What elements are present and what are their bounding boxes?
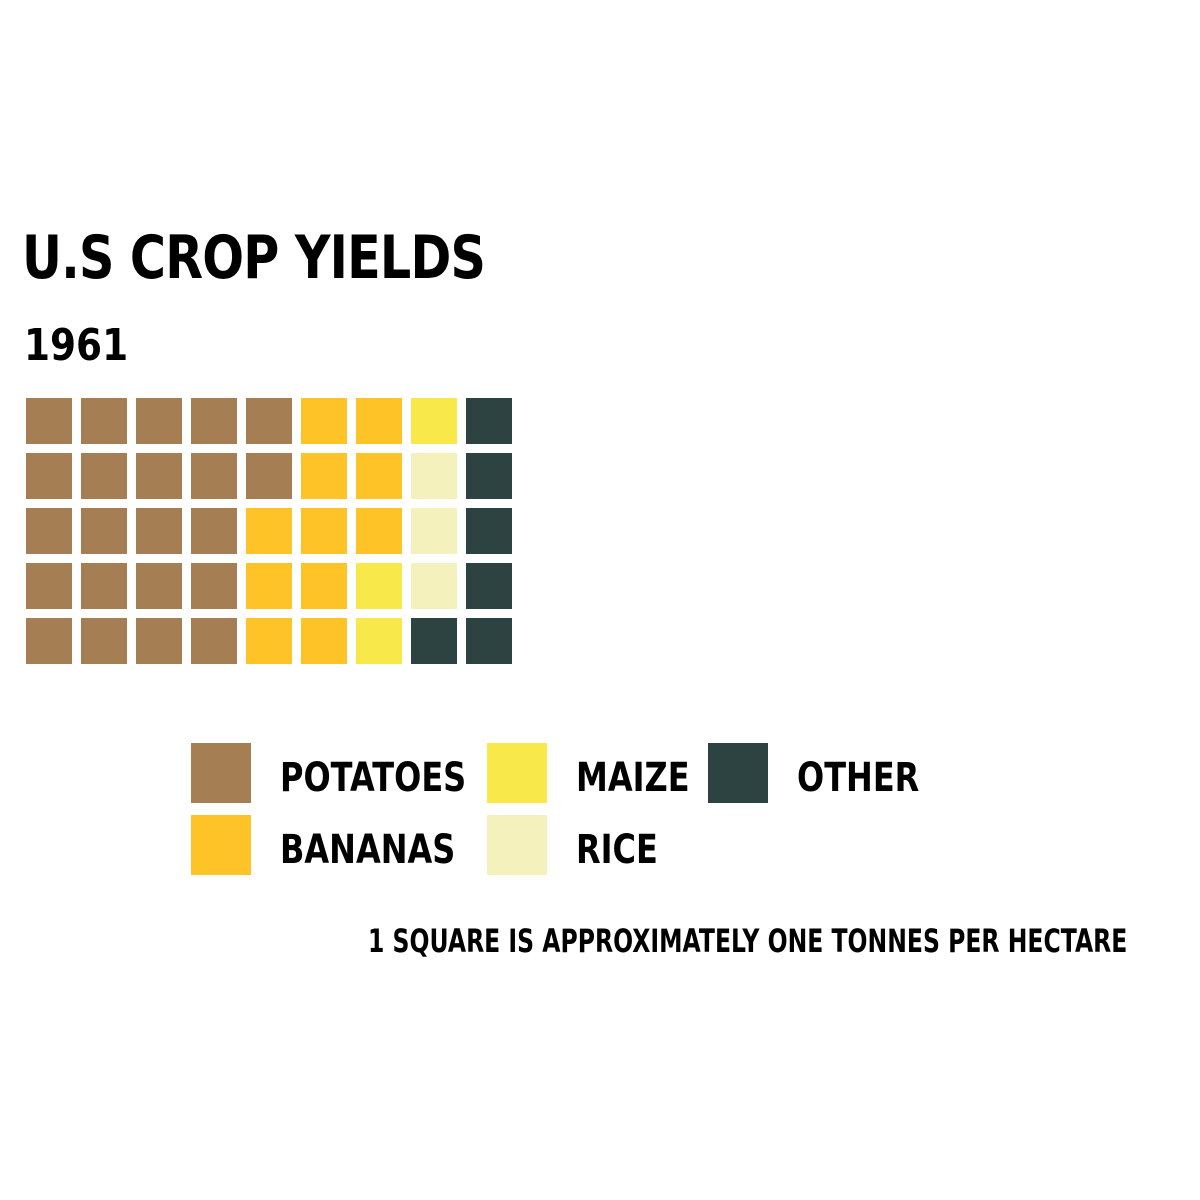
waffle-square-potatoes-5 <box>26 618 72 664</box>
waffle-square-bananas-23 <box>246 508 292 554</box>
waffle-square-potatoes-9 <box>81 563 127 609</box>
waffle-square-potatoes-8 <box>81 508 127 554</box>
chart-subtitle: 1961 <box>24 320 129 371</box>
waffle-square-potatoes-7 <box>81 453 127 499</box>
waffle-square-other-44 <box>466 563 512 609</box>
chart-caption: 1 SQUARE IS APPROXIMATELY ONE TONNES PER… <box>368 922 1128 960</box>
waffle-square-rice-37 <box>411 453 457 499</box>
waffle-square-potatoes-17 <box>191 453 237 499</box>
waffle-square-potatoes-14 <box>136 563 182 609</box>
waffle-square-potatoes-21 <box>246 398 292 444</box>
waffle-square-other-43 <box>466 508 512 554</box>
waffle-square-rice-39 <box>411 563 457 609</box>
legend-label-bananas: BANANAS <box>280 827 456 873</box>
waffle-square-maize-35 <box>356 618 402 664</box>
waffle-square-potatoes-1 <box>26 398 72 444</box>
waffle-square-rice-38 <box>411 508 457 554</box>
waffle-square-potatoes-19 <box>191 563 237 609</box>
waffle-square-bananas-26 <box>301 398 347 444</box>
waffle-square-bananas-27 <box>301 453 347 499</box>
legend-label-other: OTHER <box>797 755 920 801</box>
waffle-square-bananas-31 <box>356 398 402 444</box>
waffle-square-bananas-32 <box>356 453 402 499</box>
legend-swatch-bananas <box>191 815 251 875</box>
waffle-square-other-41 <box>466 398 512 444</box>
legend-label-rice: RICE <box>576 827 658 873</box>
legend-swatch-rice <box>487 815 547 875</box>
chart-title: U.S CROP YIELDS <box>22 223 486 293</box>
legend-label-potatoes: POTATOES <box>280 755 467 801</box>
waffle-square-potatoes-16 <box>191 398 237 444</box>
waffle-square-potatoes-4 <box>26 563 72 609</box>
waffle-square-potatoes-20 <box>191 618 237 664</box>
waffle-square-potatoes-13 <box>136 508 182 554</box>
waffle-square-bananas-29 <box>301 563 347 609</box>
waffle-square-potatoes-3 <box>26 508 72 554</box>
waffle-square-maize-34 <box>356 563 402 609</box>
legend-swatch-other <box>708 743 768 803</box>
waffle-chart <box>26 398 512 664</box>
waffle-square-other-40 <box>411 618 457 664</box>
waffle-square-potatoes-22 <box>246 453 292 499</box>
legend-label-maize: MAIZE <box>576 755 690 801</box>
waffle-square-potatoes-11 <box>136 398 182 444</box>
waffle-square-other-42 <box>466 453 512 499</box>
waffle-square-bananas-28 <box>301 508 347 554</box>
legend-swatch-potatoes <box>191 743 251 803</box>
waffle-square-potatoes-2 <box>26 453 72 499</box>
waffle-square-bananas-30 <box>301 618 347 664</box>
waffle-square-potatoes-18 <box>191 508 237 554</box>
legend-swatch-maize <box>487 743 547 803</box>
waffle-square-potatoes-12 <box>136 453 182 499</box>
waffle-square-potatoes-15 <box>136 618 182 664</box>
waffle-square-bananas-25 <box>246 618 292 664</box>
waffle-square-maize-36 <box>411 398 457 444</box>
waffle-square-bananas-24 <box>246 563 292 609</box>
waffle-square-potatoes-6 <box>81 398 127 444</box>
waffle-square-bananas-33 <box>356 508 402 554</box>
waffle-square-other-45 <box>466 618 512 664</box>
waffle-square-potatoes-10 <box>81 618 127 664</box>
